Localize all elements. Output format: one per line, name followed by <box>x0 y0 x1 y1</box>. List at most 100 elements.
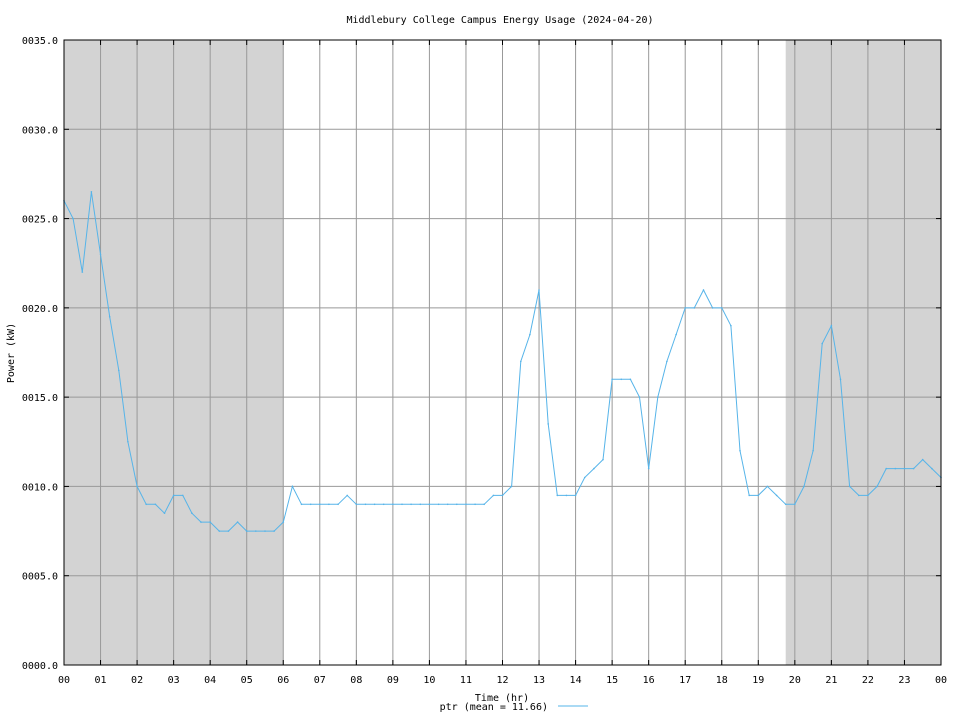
data-point <box>182 494 184 497</box>
x-tick-label: 00 <box>935 675 947 686</box>
x-tick-label: 05 <box>241 675 253 686</box>
data-point <box>401 503 403 506</box>
x-tick-label: 18 <box>716 675 728 686</box>
data-point <box>702 289 705 291</box>
x-tick-label: 14 <box>570 675 582 686</box>
data-point <box>858 494 860 497</box>
y-axis-label: Power (kW) <box>6 323 17 383</box>
data-point <box>867 494 869 497</box>
grid-lines <box>64 40 941 665</box>
data-point <box>848 485 851 488</box>
data-point <box>373 503 376 506</box>
data-point <box>912 467 915 470</box>
data-point <box>730 324 732 327</box>
data-point <box>812 449 814 452</box>
x-tick-label: 19 <box>752 675 764 686</box>
y-tick-label: 0015.0 <box>22 393 58 404</box>
data-point <box>227 530 230 532</box>
data-point <box>282 521 285 523</box>
data-point <box>172 494 175 497</box>
y-tick-label: 0000.0 <box>22 661 58 672</box>
data-point <box>693 307 696 309</box>
x-tick-label: 13 <box>533 675 545 686</box>
data-point <box>629 378 632 381</box>
data-point <box>721 307 723 309</box>
data-point <box>885 467 887 470</box>
data-point <box>565 494 568 497</box>
data-point <box>309 503 312 506</box>
x-tick-label: 03 <box>168 675 180 686</box>
x-tick-label: 02 <box>131 675 143 686</box>
y-tick-label: 0020.0 <box>22 304 58 315</box>
data-point <box>337 503 339 506</box>
data-point <box>821 342 823 345</box>
data-point <box>684 307 686 309</box>
data-point <box>574 494 577 497</box>
x-tick-label: 04 <box>204 675 216 686</box>
y-tick-label: 0010.0 <box>22 482 58 493</box>
x-tick-label: 21 <box>825 675 837 686</box>
legend-label: ptr (mean = 11.66) <box>440 702 548 713</box>
y-tick-label: 0030.0 <box>22 125 58 136</box>
data-point <box>538 289 540 291</box>
data-point <box>830 324 833 327</box>
data-point <box>556 494 559 497</box>
x-tick-label: 10 <box>423 675 435 686</box>
data-point <box>657 396 659 398</box>
data-point <box>739 449 741 452</box>
x-tick-label: 11 <box>460 675 472 686</box>
data-point <box>346 494 349 497</box>
data-point <box>456 503 458 506</box>
chart-title: Middlebury College Campus Energy Usage (… <box>346 15 653 26</box>
data-point <box>757 494 760 497</box>
data-point <box>675 333 677 336</box>
data-point <box>931 467 933 470</box>
x-axis-label: Time (hr) <box>475 693 529 704</box>
data-point <box>245 530 248 532</box>
data-point <box>501 494 504 497</box>
data-point <box>748 494 750 497</box>
data-point <box>163 512 166 514</box>
data-point <box>419 503 422 506</box>
data-point <box>218 530 221 532</box>
data-point <box>291 485 294 488</box>
data-point <box>437 503 440 506</box>
x-tick-label: 12 <box>496 675 508 686</box>
data-point <box>602 458 604 461</box>
data-point <box>364 503 367 506</box>
data-point <box>145 503 147 506</box>
data-point <box>766 485 769 488</box>
x-tick-label: 15 <box>606 675 618 686</box>
data-point <box>200 521 202 523</box>
data-point <box>255 530 257 532</box>
shaded-period-1 <box>785 40 941 665</box>
data-point <box>191 512 193 514</box>
data-point <box>136 485 138 488</box>
x-tick-label: 00 <box>58 675 70 686</box>
data-point <box>382 503 385 506</box>
data-point <box>903 467 906 470</box>
data-point <box>492 494 495 497</box>
data-point <box>465 503 467 506</box>
data-point <box>775 494 778 497</box>
data-point <box>446 503 449 506</box>
data-point <box>583 476 586 479</box>
x-tick-label: 20 <box>789 675 801 686</box>
data-point <box>510 485 513 488</box>
data-point <box>72 217 74 220</box>
data-point <box>711 307 714 309</box>
data-point <box>392 503 394 506</box>
data-point <box>108 316 111 318</box>
data-point <box>803 485 805 488</box>
data-point <box>273 530 275 532</box>
data-point <box>410 503 412 506</box>
x-tick-label: 08 <box>350 675 362 686</box>
data-point <box>154 503 157 506</box>
x-tick-label: 16 <box>643 675 655 686</box>
data-point <box>894 467 897 470</box>
data-point <box>520 360 522 363</box>
data-point <box>118 369 120 372</box>
data-point <box>547 423 549 425</box>
data-point <box>355 503 358 506</box>
